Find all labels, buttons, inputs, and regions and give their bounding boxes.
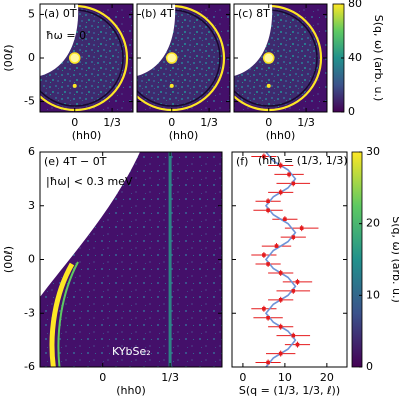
panel-title: (f) (236, 155, 248, 168)
colorbar (351, 151, 363, 368)
bragg-peak (262, 52, 275, 64)
x-axis-label: (hh0) (72, 129, 102, 142)
data-point (262, 306, 266, 311)
data-point (291, 235, 296, 239)
bragg-peak (68, 52, 81, 64)
x-tick-label: 20 (320, 371, 334, 384)
data-point (278, 324, 283, 329)
annotation: |ħω| < 0.3 meV (46, 175, 133, 188)
x-tick-label: 0 (239, 371, 246, 384)
colorbar-tick-label: 0 (366, 360, 373, 373)
data-point (291, 333, 296, 338)
data-point (278, 271, 283, 275)
colorbar-tick-label: 30 (366, 145, 380, 158)
data-point (278, 190, 283, 195)
y-tick-label: -3 (24, 306, 35, 319)
heatmap (40, 4, 133, 112)
colorbar-label: S(q, ω) (arb. u.) (390, 216, 399, 303)
y-tick-label: 5 (28, 7, 35, 20)
heatmap (234, 4, 327, 112)
y-axis-label: (00ℓ) (2, 246, 15, 273)
colorbar-tick-label: 0 (348, 105, 355, 118)
y-axis-label: (00ℓ) (2, 44, 15, 71)
y-tick-label: 0 (28, 51, 35, 64)
x-tick-label: 0 (265, 116, 272, 129)
heatmap (137, 4, 230, 112)
y-tick-label: 3 (28, 199, 35, 212)
colorbar-tick-label: 80 (348, 0, 362, 10)
x-tick-label: 0 (168, 116, 175, 129)
colorbar-tick-label: 20 (366, 217, 380, 230)
colorbar-label: S(q, ω) (arb. u.) (372, 15, 385, 102)
y-tick-label: -6 (24, 360, 35, 373)
data-point (278, 351, 283, 356)
plot-frame (231, 151, 348, 368)
data-point (274, 244, 279, 248)
colorbar-tick-label: 10 (366, 288, 380, 301)
data-point (283, 217, 287, 221)
data-point (266, 208, 270, 213)
data-point (287, 172, 291, 177)
x-tick-label: 1/3 (103, 116, 121, 129)
x-tick-label: 1/3 (161, 371, 179, 384)
data-point (291, 289, 296, 293)
x-tick-label: 1/3 (297, 116, 315, 129)
panel-title: (e) 4T − 0T (44, 155, 107, 168)
powder-ring-inner (57, 261, 79, 367)
data-point (295, 280, 300, 284)
x-axis-label: (hh0) (169, 129, 199, 142)
y-tick-label: 6 (28, 145, 35, 158)
data-point (278, 163, 283, 168)
data-point (262, 154, 266, 159)
annotation: ħω = 0 (46, 29, 86, 42)
panel-title: (b) 4T (141, 7, 174, 20)
data-point (262, 253, 266, 257)
data-point (291, 181, 296, 186)
panel-title: (a) 0T (44, 7, 77, 20)
bragg-peak (266, 83, 271, 88)
data-point (266, 360, 270, 365)
data-point (299, 226, 304, 230)
x-tick-label: 1/3 (200, 116, 218, 129)
y-tick-label: -5 (24, 95, 35, 108)
colorbar-tick-label: 40 (348, 51, 362, 64)
x-tick-label: 0 (99, 371, 106, 384)
data-point (266, 199, 270, 204)
fit-line (264, 151, 297, 368)
powder-ring (49, 262, 75, 367)
data-point (295, 342, 300, 347)
x-axis-label: (hh0) (266, 129, 296, 142)
panel-title: (c) 8T (238, 7, 270, 20)
y-tick-label: 0 (28, 253, 35, 266)
masked-region (137, 4, 176, 76)
heatmap (40, 152, 222, 367)
x-axis-label: S(q = (1/3, 1/3, ℓ)) (239, 384, 340, 397)
x-tick-label: 10 (278, 371, 292, 384)
x-tick-label: 0 (71, 116, 78, 129)
bragg-peak (169, 83, 174, 88)
masked-region (40, 4, 79, 76)
data-point (266, 315, 270, 320)
annotation: (hh) = (1/3, 1/3) (258, 154, 348, 167)
masked-region (234, 4, 273, 76)
x-axis-label: (hh0) (116, 384, 146, 397)
annotation: KYbSe₂ (112, 345, 151, 358)
bragg-peak (72, 83, 77, 88)
data-point (278, 298, 283, 302)
bragg-peak (165, 52, 178, 64)
masked-region (40, 152, 140, 297)
data-point (266, 262, 270, 266)
